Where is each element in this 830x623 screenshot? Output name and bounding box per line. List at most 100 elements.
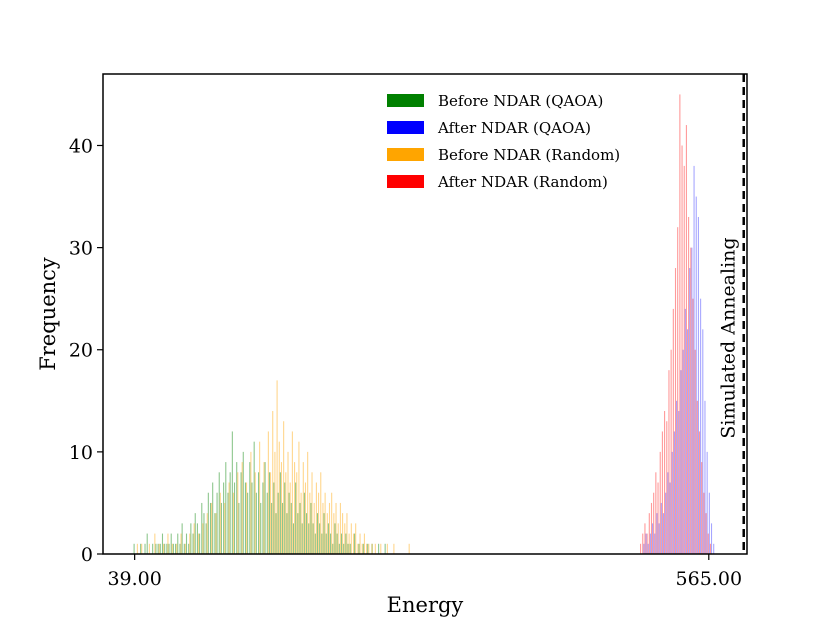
- bar-series-0-bin-16: [179, 543, 181, 554]
- bar-series-0-bin-4: [152, 543, 154, 554]
- bar-series-0-bin-8: [161, 533, 164, 554]
- bar-series-2-bin-63: [342, 513, 344, 554]
- bar-series-0-bin-59: [273, 482, 275, 554]
- bar-series-1-bin-3: [649, 533, 651, 554]
- bar-series-0-bin-15: [177, 533, 179, 554]
- y-tick-label-2: 20: [69, 340, 93, 362]
- bar-series-0-bin-13: [172, 543, 174, 554]
- bar-series-2-bin-33: [276, 380, 278, 554]
- bar-series-2-bin-77: [374, 543, 376, 554]
- bar-series-2-bin-47: [307, 451, 309, 554]
- bar-series-2-bin-39: [289, 482, 291, 554]
- bar-series-0-bin-48: [249, 462, 251, 554]
- bar-series-2-bin-54: [322, 502, 324, 554]
- bar-series-0-bin-28: [205, 523, 207, 554]
- bar-series-0-bin-96: [358, 543, 360, 554]
- bar-series-1-bin-30: [708, 492, 710, 554]
- bar-series-2-bin-40: [291, 431, 293, 554]
- bar-series-2-bin-45: [302, 462, 304, 554]
- bar-series-3-bin-8: [657, 482, 659, 554]
- bar-series-0-bin-32: [214, 513, 216, 554]
- bar-series-1-bin-0: [643, 543, 645, 554]
- bar-series-1-bin-2: [647, 543, 649, 554]
- bar-series-2-bin-31: [272, 411, 274, 554]
- bar-series-2-bin-1: [141, 543, 143, 554]
- bar-series-1-bin-32: [713, 543, 715, 554]
- bar-series-3-bin-13: [668, 370, 670, 554]
- bar-series-1-bin-21: [689, 268, 691, 554]
- bar-series-2-bin-15: [206, 513, 208, 554]
- bar-series-0-bin-6: [157, 543, 159, 554]
- bar-series-2-bin-24: [245, 482, 248, 554]
- bar-series-2-bin-35: [280, 462, 283, 554]
- bar-series-0-bin-73: [303, 492, 305, 554]
- bar-series-0-bin-21: [190, 523, 192, 554]
- bar-series-3-bin-29: [703, 492, 705, 554]
- bar-series-2-bin-81: [408, 543, 410, 554]
- bar-series-2-bin-59: [333, 513, 335, 554]
- bar-series-2-bin-42: [296, 472, 298, 554]
- bar-series-3-bin-12: [666, 421, 668, 554]
- bar-series-2-bin-46: [304, 482, 307, 554]
- bar-series-3-bin-10: [661, 431, 663, 554]
- y-tick-label-4: 40: [69, 135, 93, 157]
- bar-series-3-bin-25: [694, 349, 696, 554]
- bar-series-2-bin-57: [328, 502, 331, 554]
- bar-series-2-bin-60: [335, 502, 337, 554]
- bar-series-1-bin-29: [706, 451, 708, 554]
- bar-series-2-bin-68: [352, 533, 355, 554]
- bar-series-0-bin-56: [266, 492, 268, 554]
- bar-series-0-bin-38: [227, 492, 229, 554]
- bar-series-1-bin-16: [678, 411, 680, 554]
- bar-series-0-bin-55: [264, 462, 266, 554]
- bar-series-1-bin-18: [682, 349, 684, 554]
- legend-label-1: After NDAR (QAOA): [437, 119, 591, 137]
- bar-series-1-bin-20: [686, 329, 689, 554]
- bar-series-1-bin-4: [652, 523, 654, 554]
- bar-series-0-bin-27: [203, 513, 205, 554]
- legend-swatch-0: [387, 94, 424, 107]
- bar-series-0-bin-78: [314, 533, 316, 554]
- y-axis-ticks: 0 10 20 30 40: [69, 135, 103, 566]
- bar-series-2-bin-18: [219, 492, 221, 554]
- x-tick-label-1: 565.00: [676, 568, 742, 590]
- bar-series-3-bin-19: [681, 145, 683, 555]
- bar-series-0-bin-79: [316, 513, 319, 554]
- bar-series-0-bin-47: [247, 492, 249, 554]
- bar-series-3-bin-3: [646, 533, 648, 554]
- bar-series-2-bin-34: [278, 441, 280, 554]
- bar-series-0-bin-62: [279, 472, 281, 554]
- bar-series-2-bin-23: [241, 462, 243, 554]
- bar-series-3-bin-24: [692, 298, 694, 554]
- bar-series-2-bin-69: [355, 523, 357, 554]
- bar-series-3-bin-16: [674, 268, 677, 554]
- bar-series-0-bin-26: [201, 502, 203, 554]
- bar-series-0-bin-69: [295, 482, 297, 554]
- bar-series-0-bin-93: [347, 543, 349, 554]
- bar-series-3-bin-32: [709, 543, 711, 554]
- bar-series-1-bin-11: [667, 472, 669, 554]
- bar-series-0-bin-98: [367, 543, 369, 554]
- bar-series-2-bin-41: [294, 462, 296, 554]
- bar-series-0-bin-82: [323, 513, 325, 554]
- bar-series-0-bin-65: [286, 513, 288, 554]
- bar-series-0-bin-58: [271, 502, 273, 554]
- bar-series-0-bin-66: [288, 492, 290, 554]
- plot-frame: [102, 73, 748, 555]
- bar-series-0-bin-57: [268, 472, 270, 554]
- bar-series-2-bin-55: [324, 492, 326, 554]
- bar-series-0-bin-11: [168, 543, 170, 554]
- bar-series-2-bin-71: [359, 533, 361, 554]
- bar-series-2-bin-13: [197, 533, 200, 554]
- bar-series-0-bin-53: [260, 502, 262, 554]
- bar-series-2-bin-2: [148, 543, 150, 554]
- bar-series-0-bin-99: [371, 543, 373, 554]
- bar-series-2-bin-7: [171, 543, 173, 554]
- bar-series-2-bin-8: [176, 543, 178, 554]
- bar-series-3-bin-31: [707, 533, 709, 554]
- bar-series-2-bin-49: [311, 472, 313, 554]
- bar-series-2-bin-79: [386, 543, 388, 554]
- bar-series-2-bin-12: [193, 523, 195, 554]
- bar-series-0-bin-41: [233, 482, 236, 554]
- bar-series-0-bin-83: [325, 533, 327, 554]
